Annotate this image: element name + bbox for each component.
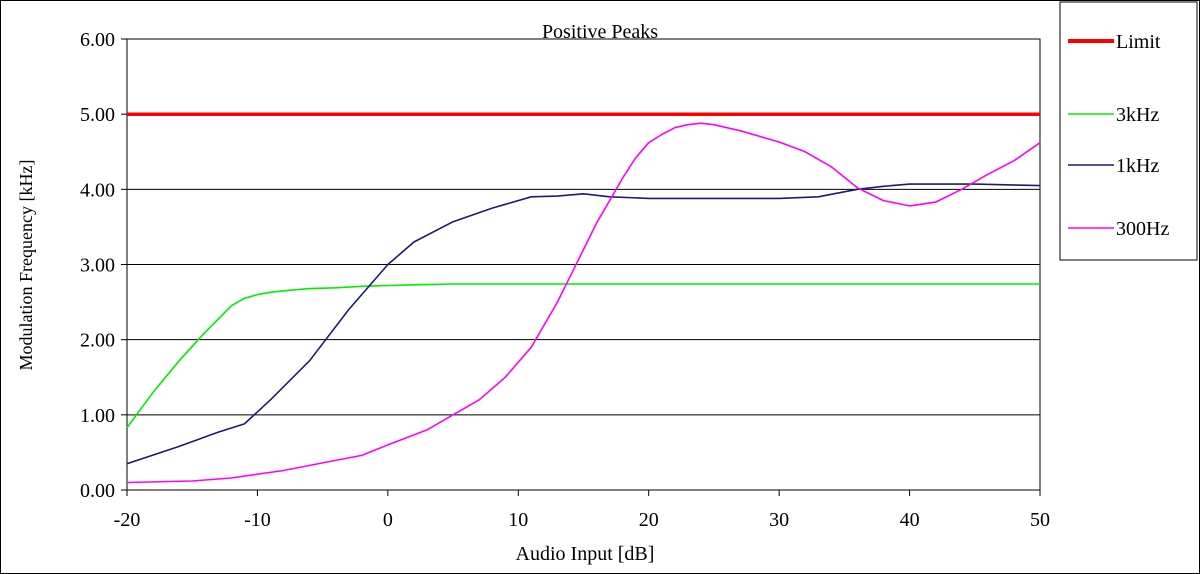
x-tick-label: 50 (1030, 509, 1050, 531)
legend-label: 300Hz (1116, 218, 1169, 240)
x-tick-label: -10 (244, 509, 271, 531)
x-tick-label: -20 (114, 509, 141, 531)
y-tick-label: 5.00 (80, 104, 115, 126)
x-tick-label: 30 (769, 509, 789, 531)
y-tick-label: 1.00 (80, 405, 115, 427)
legend: Limit 3kHz 1kHz 300Hz (1060, 2, 1197, 260)
y-tick-label: 4.00 (80, 179, 115, 201)
legend-label: 1kHz (1116, 155, 1159, 177)
x-tick-label: 0 (383, 509, 393, 531)
x-tick-label: 20 (639, 509, 659, 531)
x-tick-label: 40 (900, 509, 920, 531)
legend-label: Limit (1116, 31, 1161, 53)
y-axis-label: Modulation Frequency [kHz] (16, 160, 36, 371)
y-tick-label: 2.00 (80, 330, 115, 352)
x-tick-label: 10 (508, 509, 528, 531)
plot-area: 0.00 1.00 2.00 3.00 4.00 5.00 6.00 -20 -10 0 10 20 3… (80, 29, 1050, 531)
x-axis-label: Audio Input [dB] (516, 543, 655, 565)
chart-title: Positive Peaks (542, 21, 658, 43)
legend-label: 3kHz (1116, 104, 1159, 126)
y-tick-label: 3.00 (80, 255, 115, 277)
y-tick-label: 6.00 (80, 29, 115, 51)
series-line-300hz (127, 123, 1040, 482)
series-line-1khz (127, 184, 1040, 464)
y-tick-label: 0.00 (80, 480, 115, 502)
